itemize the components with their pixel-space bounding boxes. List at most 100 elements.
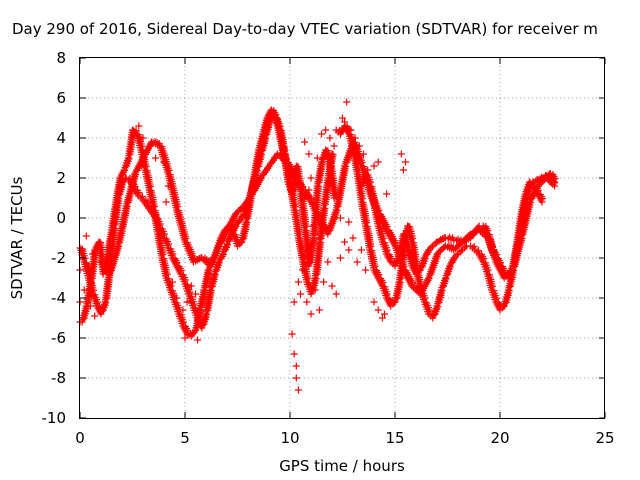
data-point [328,282,336,290]
data-point [330,142,338,150]
data-point-interp [165,166,173,174]
data-point [307,310,315,318]
data-point [187,282,195,290]
data-point-interp [142,162,150,170]
data-point [433,250,441,258]
data-point-interp [236,205,244,213]
data-point-interp [421,294,429,302]
data-point [538,198,546,206]
data-point-interp [276,122,284,130]
data-point [402,158,409,166]
data-point [303,298,311,306]
data-point [343,98,351,106]
data-point [143,146,151,154]
data-point [294,386,302,394]
chart-title: Day 290 of 2016, Sidereal Day-to-day VTE… [12,20,598,38]
y-tick-label: 8 [56,49,66,67]
data-point-interp [417,282,425,290]
data-point [305,150,313,158]
data-point-interp [492,294,500,302]
y-tick-label: 6 [56,89,66,107]
data-point-interp [186,288,194,296]
data-point [347,126,355,134]
data-point [374,306,382,314]
data-point [292,374,300,382]
x-tick-label: 5 [180,429,190,447]
data-point [135,122,143,130]
x-tick-label: 15 [385,429,404,447]
data-point [301,194,309,202]
data-point [313,210,321,218]
data-point-interp [383,246,391,254]
data-point [362,266,370,274]
data-point [294,278,302,286]
data-point-interp [291,202,299,210]
data-point [334,194,342,202]
data-point [336,214,344,222]
x-tick-label: 25 [595,429,614,447]
y-tick-label: -6 [51,329,66,347]
data-point [309,222,317,230]
data-point [204,270,212,278]
data-point-interp [174,202,182,210]
data-point-interp [327,158,335,166]
data-point [383,190,391,198]
data-point [345,246,353,254]
data-point-interp [453,243,461,251]
data-point [162,198,170,206]
data-point [288,330,296,338]
data-point-interp [329,151,337,159]
data-point-interp [280,156,288,164]
data-point-interp [235,207,243,215]
data-point [381,310,388,318]
data-point [194,336,202,344]
data-point-interp [359,194,367,202]
data-point [208,254,216,262]
data-point-interp [180,318,188,326]
data-point [152,154,160,162]
y-tick-label: -10 [42,409,67,427]
data-point-interp [425,306,433,314]
data-point-interp [436,247,444,255]
data-point-interp [379,234,387,242]
data-point [311,286,319,294]
data-point [370,298,378,306]
data-point [290,298,298,306]
data-point-interp [151,202,159,210]
data-point-interp [358,158,366,166]
data-point [397,150,405,158]
data-point [378,314,386,322]
data-point [318,130,325,138]
plot-frame [79,57,605,419]
data-point-interp [146,182,154,190]
data-point [168,278,176,286]
data-point-interp [138,142,146,150]
data-point-interp [167,282,175,290]
data-point [351,134,359,142]
data-point-interp [155,226,163,234]
data-point [301,138,309,146]
data-point [332,290,340,298]
data-point [336,254,344,262]
data-point [192,290,199,298]
data-point-interp [405,242,412,250]
data-point [89,250,97,258]
data-point [313,154,321,162]
data-point [160,158,168,166]
data-point [366,178,374,186]
data-point-interp [93,298,101,306]
data-point [320,278,328,286]
data-point [139,134,147,142]
x-axis-label: GPS time / hours [279,457,405,475]
data-point [374,158,382,166]
data-point [164,182,172,190]
data-point [353,258,361,266]
data-point [355,142,363,150]
data-point-interp [363,218,371,226]
data-point [179,306,187,314]
data-point-interp [383,290,391,298]
y-tick-label: -2 [51,249,66,267]
data-point-interp [190,300,198,308]
